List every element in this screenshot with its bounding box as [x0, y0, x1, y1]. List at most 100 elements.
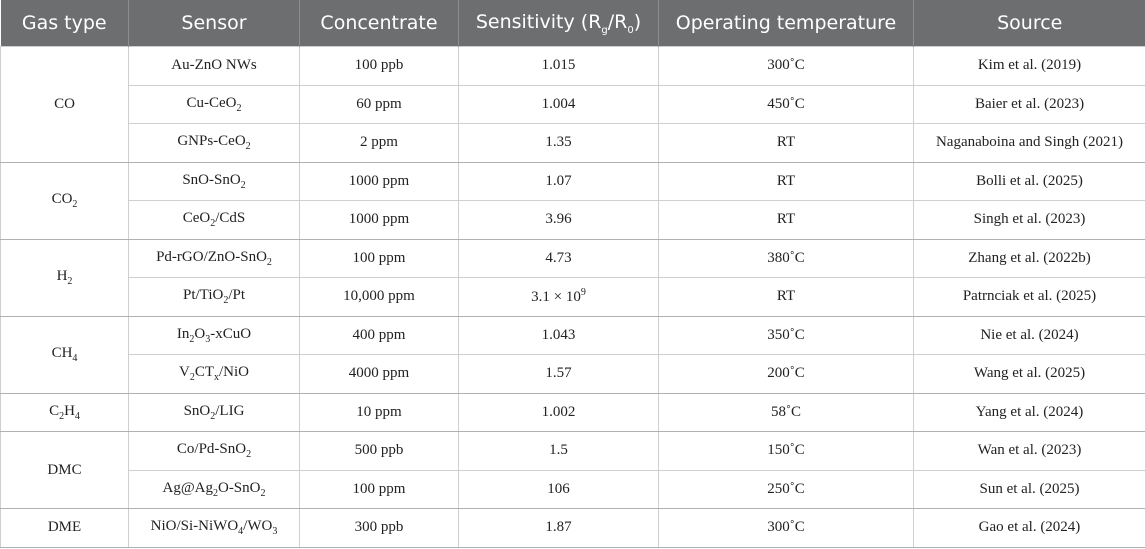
subscript: 2: [236, 102, 242, 114]
subscript: 2: [59, 410, 65, 422]
text-run: GNPs-CeO: [177, 133, 246, 150]
subscript: 2: [189, 333, 195, 345]
table-cell: 300 ppb: [299, 508, 459, 548]
text-run: NiO/Si-NiWO: [150, 518, 239, 535]
table-cell: V2CTx/NiO: [128, 354, 300, 394]
gas-type-cell: CO: [0, 46, 129, 163]
table-cell: RT: [658, 123, 914, 163]
column-header: Gas type: [0, 0, 129, 47]
table-cell: 1000 ppm: [299, 200, 459, 240]
text-run: /Pt: [228, 287, 245, 304]
text-run: ): [633, 10, 642, 33]
table-row: Cu-CeO2 60 ppm 1.004 450˚C Baier et al. (202…: [1, 84, 1145, 124]
table-cell: Sun et al. (2025): [913, 469, 1145, 509]
table-cell: 1000 ppm: [299, 161, 459, 201]
table-row: CeO2/CdS 1000 ppm 3.96 RT Singh et al. (2023…: [1, 200, 1145, 240]
text-run: /WO: [243, 518, 273, 535]
table-cell: 250˚C: [658, 469, 914, 509]
table-cell: 300˚C: [658, 508, 914, 548]
text-run: H: [64, 402, 75, 419]
table-cell: 1.004: [458, 84, 659, 124]
subscript: 2: [245, 141, 251, 153]
table-cell: Wang et al. (2025): [913, 354, 1145, 394]
table-row: V2CTx/NiO 4000 ppm 1.57 200˚C Wang et al. (2…: [1, 354, 1145, 394]
text-run: C: [49, 402, 60, 419]
subscript: 4: [238, 526, 244, 538]
table-row: H2 Pd-rGO/ZnO-SnO2 100 ppm 4.73 380˚C Zhang e…: [0, 238, 1145, 317]
table-cell: Nie et al. (2024): [913, 315, 1145, 355]
table-cell: Co/Pd-SnO2: [128, 431, 300, 471]
text-run: /CdS: [215, 210, 246, 227]
header-row: Gas type Sensor Concentrate Sensitivity (Rg…: [0, 0, 1145, 47]
table-cell: CeO2/CdS: [128, 200, 300, 240]
subscript: 4: [74, 410, 80, 422]
table-cell: NiO/Si-NiWO4/WO3: [128, 508, 300, 548]
table-cell: 1.5: [458, 431, 659, 471]
text-run: CT: [194, 364, 214, 381]
text-run: In: [176, 325, 190, 342]
table-cell: Au-ZnO NWs: [128, 46, 300, 86]
table-row: Pt/TiO2/Pt 10,000 ppm 3.1 × 109 RT Patrnciak…: [1, 277, 1145, 317]
subscript: 4: [72, 353, 78, 364]
table-cell: 10 ppm: [299, 392, 459, 432]
gas-type-cell: H2: [0, 238, 129, 317]
superscript: 9: [580, 287, 586, 299]
gas-type-cell: CH4: [0, 315, 129, 394]
table-cell: RT: [658, 161, 914, 201]
table-cell: 450˚C: [658, 84, 914, 124]
table-cell: 150˚C: [658, 431, 914, 471]
column-header: Concentrate: [299, 0, 459, 47]
subscript: 2: [212, 487, 218, 499]
table-cell: 4.73: [458, 238, 659, 278]
table-cell: Yang et al. (2024): [913, 392, 1145, 432]
subscript: 0: [627, 24, 634, 36]
subscript: 2: [240, 179, 246, 191]
table-cell: 1.35: [458, 123, 659, 163]
table-cell: Wan et al. (2023): [913, 431, 1145, 471]
subscript: 2: [260, 487, 266, 499]
text-run: -xCuO: [210, 325, 252, 342]
subscript: 2: [246, 449, 252, 461]
table-cell: 4000 ppm: [299, 354, 459, 394]
table-cell: Bolli et al. (2025): [913, 161, 1145, 201]
column-header: Sensitivity (Rg/R0): [458, 0, 659, 47]
table-row: CO2 SnO-SnO2 1000 ppm 1.07 RT Bolli et al. (2…: [0, 161, 1145, 240]
table-cell: 380˚C: [658, 238, 914, 278]
table-row: DMC Co/Pd-SnO2 500 ppb 1.5 150˚C Wan et al. (…: [0, 431, 1145, 509]
table-cell: Kim et al. (2019): [913, 46, 1145, 86]
text-run: Cu-CeO: [186, 94, 237, 111]
table-cell: 200˚C: [658, 354, 914, 394]
table-row: C2H4 SnO2/LIG 10 ppm 1.002 58˚C Yang et al. (…: [0, 392, 1145, 432]
table-cell: 106: [458, 469, 659, 509]
table-cell: 10,000 ppm: [299, 277, 459, 317]
table-cell: 1.57: [458, 354, 659, 394]
text-run: H: [56, 268, 68, 284]
table-row: DME NiO/Si-NiWO4/WO3 300 ppb 1.87 300˚C Gao e…: [0, 508, 1145, 548]
table-cell: GNPs-CeO2: [128, 123, 300, 163]
text-run: /LIG: [215, 402, 245, 419]
subscript: g: [601, 24, 608, 36]
subscript: 3: [205, 333, 211, 345]
table-cell: Naganaboina and Singh (2021): [913, 123, 1145, 163]
table-row: CO Au-ZnO NWs 100 ppb 1.015 300˚C Kim et al. …: [0, 46, 1145, 163]
text-run: CO: [51, 191, 73, 207]
text-run: Pt/TiO: [183, 287, 224, 304]
table-cell: 1.87: [458, 508, 659, 548]
table-cell: Singh et al. (2023): [913, 200, 1145, 240]
table-cell: Gao et al. (2024): [913, 508, 1145, 548]
table-cell: 100 ppm: [299, 238, 459, 278]
subscript: 2: [189, 372, 195, 384]
column-header: Operating temperature: [658, 0, 914, 47]
subscript: x: [214, 372, 219, 384]
subscript: 2: [223, 295, 229, 307]
text-run: Co/Pd-SnO: [176, 441, 247, 458]
table-cell: 60 ppm: [299, 84, 459, 124]
text-run: SnO-SnO: [182, 171, 241, 188]
text-run: Sensitivity (R: [475, 10, 602, 33]
gas-type-cell: DME: [0, 508, 129, 548]
gas-type-cell: CO2: [0, 161, 129, 240]
table-cell: 500 ppb: [299, 431, 459, 471]
table-cell: 3.1 × 109: [458, 277, 659, 317]
gas-type-cell: DMC: [0, 431, 129, 509]
